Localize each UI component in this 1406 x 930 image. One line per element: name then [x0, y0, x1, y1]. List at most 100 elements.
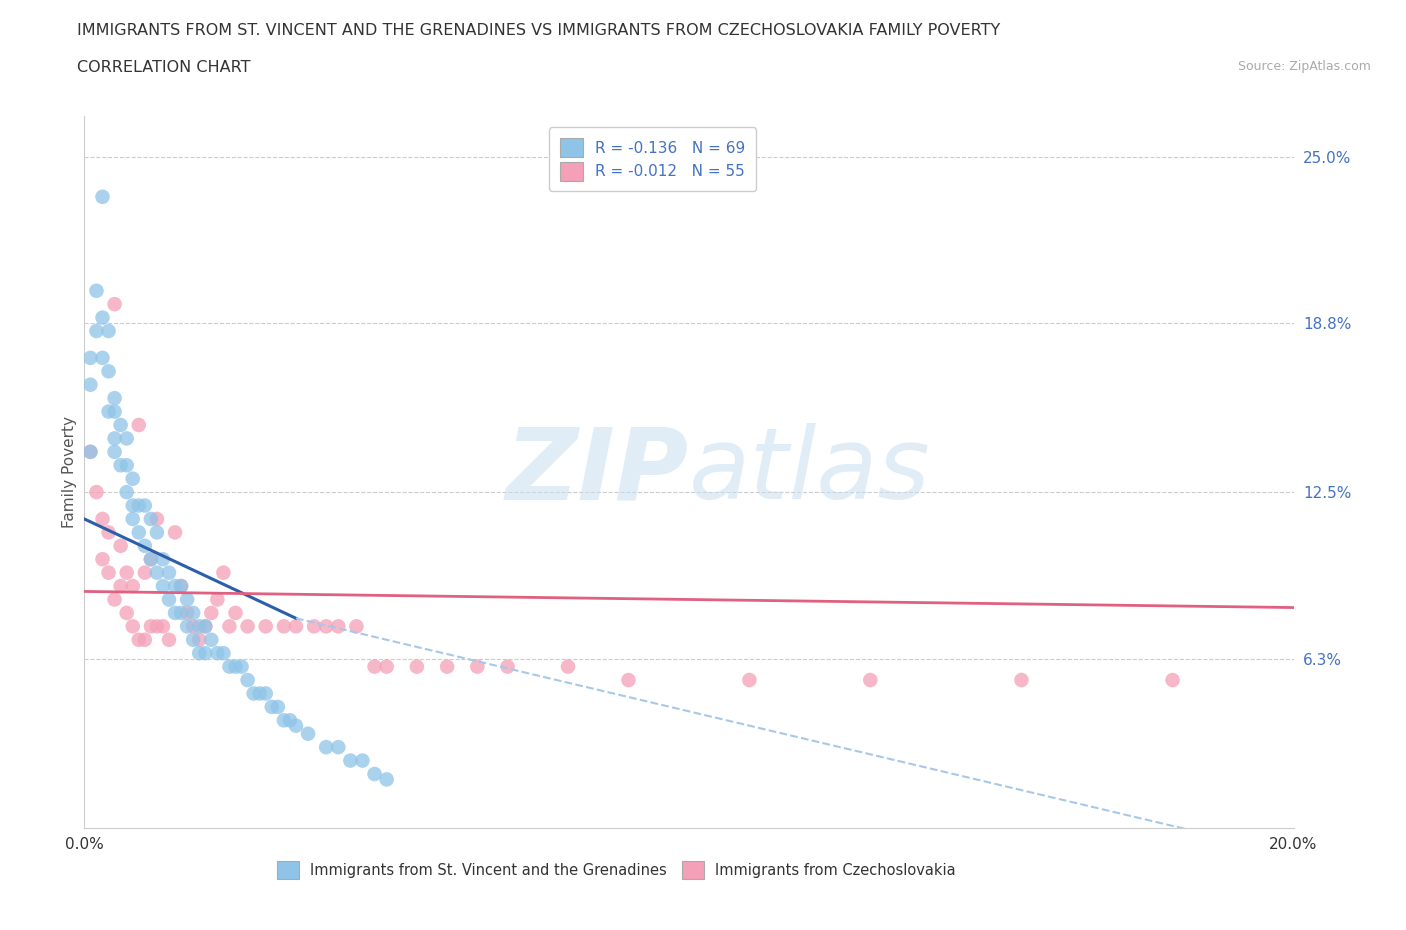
Point — [363, 659, 385, 674]
Point — [285, 618, 308, 633]
Point — [157, 592, 180, 607]
Point — [200, 632, 222, 647]
Point — [91, 311, 114, 325]
Point — [436, 659, 458, 674]
Point — [212, 565, 235, 580]
Point — [104, 431, 127, 445]
Point — [297, 726, 319, 741]
Point — [352, 753, 374, 768]
Point — [86, 324, 108, 339]
Point — [104, 405, 127, 419]
Point — [278, 713, 301, 728]
Point — [218, 618, 240, 633]
Point — [121, 578, 143, 593]
Point — [249, 686, 271, 701]
Point — [176, 605, 198, 620]
Point — [128, 632, 150, 647]
Point — [242, 686, 264, 701]
Point — [176, 592, 198, 607]
Point — [315, 618, 337, 633]
Point — [273, 713, 295, 728]
Point — [97, 405, 120, 419]
Point — [328, 618, 350, 633]
Point — [134, 565, 156, 580]
Text: IMMIGRANTS FROM ST. VINCENT AND THE GRENADINES VS IMMIGRANTS FROM CZECHOSLOVAKIA: IMMIGRANTS FROM ST. VINCENT AND THE GREN… — [77, 23, 1001, 38]
Point — [97, 525, 120, 539]
Point — [188, 645, 211, 660]
Point — [91, 512, 114, 526]
Point — [273, 618, 295, 633]
Point — [218, 659, 240, 674]
Point — [128, 418, 150, 432]
Point — [207, 645, 229, 660]
Text: Source: ZipAtlas.com: Source: ZipAtlas.com — [1237, 60, 1371, 73]
Point — [315, 739, 337, 754]
Point — [859, 672, 882, 687]
Point — [254, 618, 277, 633]
Point — [194, 618, 217, 633]
Point — [207, 592, 229, 607]
Point — [139, 551, 162, 566]
Point — [115, 485, 138, 499]
Point — [97, 324, 120, 339]
Point — [181, 605, 204, 620]
Point — [121, 618, 143, 633]
Point — [115, 458, 138, 472]
Point — [406, 659, 429, 674]
Point — [285, 718, 308, 733]
Point — [91, 551, 114, 566]
Point — [79, 378, 101, 392]
Point — [375, 659, 398, 674]
Point — [194, 645, 217, 660]
Point — [346, 618, 368, 633]
Text: CORRELATION CHART: CORRELATION CHART — [77, 60, 250, 75]
Point — [176, 618, 198, 633]
Point — [146, 565, 169, 580]
Point — [152, 551, 174, 566]
Point — [110, 538, 132, 553]
Point — [91, 351, 114, 365]
Point — [86, 284, 108, 299]
Point — [146, 512, 169, 526]
Point — [104, 297, 127, 312]
Point — [139, 512, 162, 526]
Point — [115, 565, 138, 580]
Point — [97, 364, 120, 379]
Point — [115, 605, 138, 620]
Point — [236, 672, 259, 687]
Point — [165, 525, 187, 539]
Point — [79, 351, 101, 365]
Point — [328, 739, 350, 754]
Point — [134, 538, 156, 553]
Point — [157, 565, 180, 580]
Point — [146, 525, 169, 539]
Point — [110, 578, 132, 593]
Point — [254, 686, 277, 701]
Point — [139, 618, 162, 633]
Point — [496, 659, 519, 674]
Point — [115, 431, 138, 445]
Point — [128, 498, 150, 513]
Point — [302, 618, 325, 633]
Point — [225, 605, 247, 620]
Point — [260, 699, 283, 714]
Point — [1011, 672, 1033, 687]
Point — [110, 418, 132, 432]
Point — [188, 632, 211, 647]
Point — [97, 565, 120, 580]
Point — [79, 445, 101, 459]
Point — [170, 578, 193, 593]
Legend: Immigrants from St. Vincent and the Grenadines, Immigrants from Czechoslovakia: Immigrants from St. Vincent and the Gren… — [271, 855, 962, 884]
Text: ZIP: ZIP — [506, 423, 689, 521]
Point — [231, 659, 253, 674]
Point — [339, 753, 361, 768]
Point — [86, 485, 108, 499]
Point — [738, 672, 761, 687]
Point — [104, 592, 127, 607]
Point — [91, 190, 114, 205]
Point — [557, 659, 579, 674]
Point — [1161, 672, 1184, 687]
Point — [375, 772, 398, 787]
Point — [146, 618, 169, 633]
Point — [104, 391, 127, 405]
